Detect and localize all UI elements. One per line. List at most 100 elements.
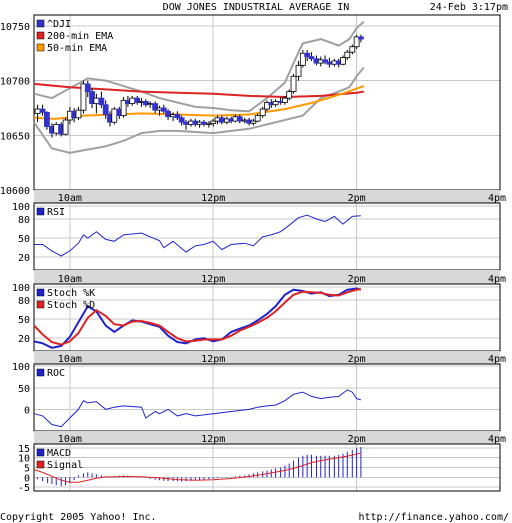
candle-56 <box>286 89 293 101</box>
candle-body <box>254 115 261 122</box>
candle-12 <box>89 88 95 108</box>
candle-53 <box>272 99 279 107</box>
candle-body <box>290 75 297 92</box>
candle-body <box>75 109 82 119</box>
candle-72 <box>358 34 364 43</box>
rsi-ytick-3: 100 <box>12 202 30 213</box>
rsi-frame <box>33 202 501 271</box>
candle-28 <box>160 104 167 114</box>
source-url: http://finance.yahoo.com/ <box>358 512 509 523</box>
stoch-xtick-1: 12pm <box>201 354 225 365</box>
price-legend-swatch-1 <box>36 31 45 40</box>
roc-ytick-1: 50 <box>18 384 30 395</box>
macd-signal-line <box>33 452 362 483</box>
candle-body <box>264 102 270 110</box>
candle-body <box>286 91 293 99</box>
candle-body <box>134 97 141 103</box>
price-ytick-3: 10750 <box>0 22 30 33</box>
roc-xtick-1: 12pm <box>201 434 225 445</box>
candle-body <box>282 97 288 103</box>
candle-body <box>353 36 360 48</box>
candle-body <box>142 101 149 106</box>
price-ytick-0: 10600 <box>0 186 30 197</box>
candle-body <box>250 120 257 124</box>
stoch-legend-label-1: Stoch %D <box>47 300 95 311</box>
roc-ytick-2: 100 <box>12 362 30 373</box>
roc-time-band <box>34 431 500 444</box>
copyright-text: Copyright 2005 Yahoo! Inc. <box>0 512 157 523</box>
roc-line <box>33 389 362 428</box>
candle-14 <box>98 91 105 108</box>
candle-39 <box>210 118 217 127</box>
candle-64 <box>322 55 328 65</box>
candle-body <box>295 64 302 77</box>
candle-body <box>129 97 136 104</box>
candle-1 <box>39 104 46 116</box>
roc-ytick-0: 0 <box>24 405 30 416</box>
candle-55 <box>282 95 288 105</box>
candle-61 <box>308 52 315 61</box>
candle-41 <box>218 115 225 125</box>
candle-50 <box>259 106 266 118</box>
candle-body <box>349 46 356 53</box>
candle-11 <box>84 80 91 98</box>
candle-69 <box>344 50 351 60</box>
candle-57 <box>290 74 297 94</box>
price-legend-label-0: ^DJI <box>47 19 71 30</box>
candle-body <box>98 97 105 106</box>
stoch-legend-label-0: Stoch %K <box>47 288 95 299</box>
candle-body <box>160 107 167 112</box>
candle-body <box>80 83 87 111</box>
rsi-xtick-2: 2pm <box>348 274 366 285</box>
price-legend-label-2: 50-min EMA <box>47 43 107 54</box>
candle-68 <box>340 55 346 66</box>
stoch-d-line <box>33 288 362 346</box>
candle-body <box>210 120 217 124</box>
rsi-xtick-1: 12pm <box>201 274 225 285</box>
price-legend-swatch-0 <box>36 19 45 28</box>
candle-29 <box>165 109 171 120</box>
macd-frame <box>33 443 501 492</box>
candle-38 <box>206 121 212 128</box>
candle-body <box>218 117 225 123</box>
candle-body <box>84 83 91 92</box>
candle-59 <box>299 50 306 68</box>
macd-ytick-3: 10 <box>18 454 30 465</box>
candle-body <box>147 103 154 106</box>
price-xtick-0: 10am <box>58 193 82 204</box>
candle-45 <box>236 114 243 124</box>
price-ytick-2: 10700 <box>0 77 30 88</box>
roc-legend-label-0: ROC <box>47 368 65 379</box>
candle-body <box>201 121 207 125</box>
candle-body <box>89 91 95 104</box>
rsi-ytick-0: 20 <box>18 253 30 264</box>
macd-ytick-1: 0 <box>24 473 30 484</box>
chart-title: DOW JONES INDUSTRIAL AVERAGE IN <box>163 2 350 13</box>
macd-ytick-2: 5 <box>24 464 30 475</box>
macd-legend-swatch-1 <box>36 460 45 469</box>
price-xtick-1: 12pm <box>201 193 225 204</box>
ema200-line <box>33 82 364 99</box>
stoch-xtick-0: 10am <box>58 354 82 365</box>
candle-71 <box>353 34 360 49</box>
candle-body <box>326 61 333 65</box>
candle-body <box>178 117 185 123</box>
rsi-ytick-2: 80 <box>18 215 30 226</box>
candle-31 <box>174 111 181 120</box>
macd-ytick-4: 15 <box>18 444 30 455</box>
candle-19 <box>120 97 127 118</box>
macd-legend-label-0: MACD <box>47 448 71 459</box>
rsi-xtick-0: 10am <box>58 274 82 285</box>
price-legend-swatch-2 <box>36 43 45 52</box>
candle-37 <box>201 120 207 127</box>
candle-4 <box>53 122 60 136</box>
candle-2 <box>44 111 50 130</box>
price-ytick-1: 10650 <box>0 131 30 142</box>
candle-0 <box>34 104 41 123</box>
stoch-ytick-3: 100 <box>12 283 30 294</box>
candle-body <box>340 57 346 65</box>
candle-body <box>344 51 351 59</box>
